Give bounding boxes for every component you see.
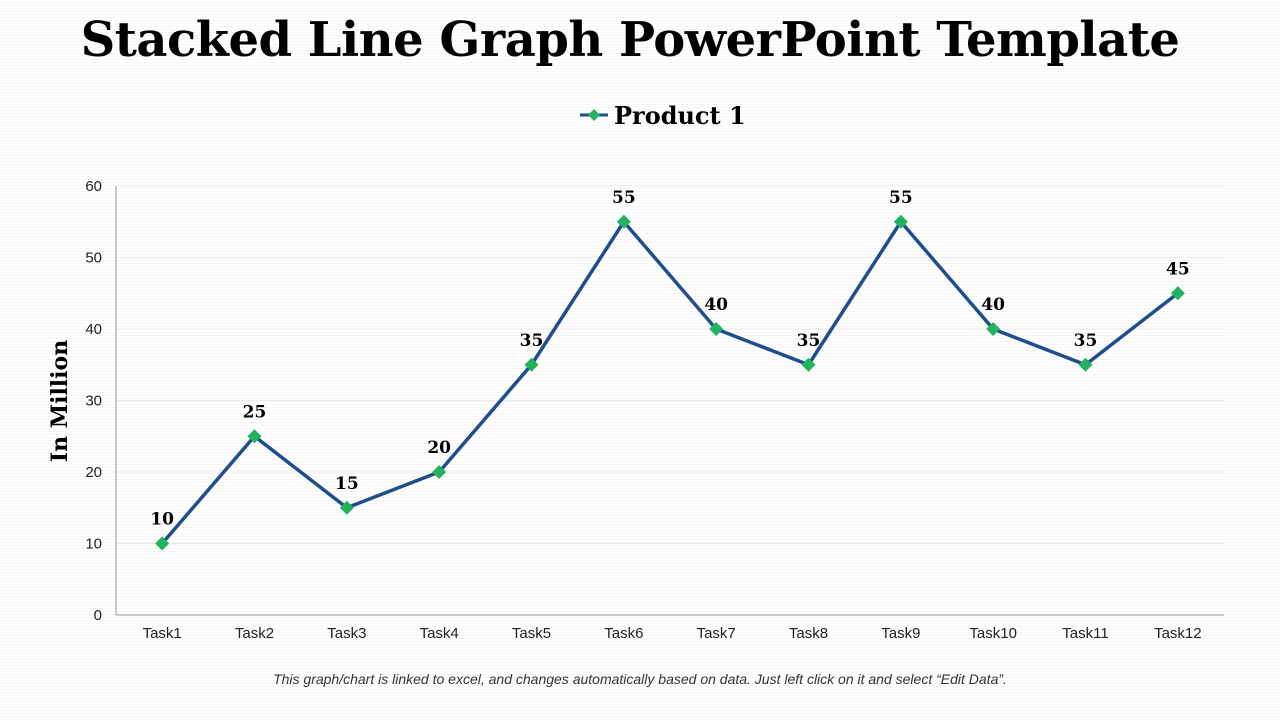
- x-tick-label: Task2: [235, 625, 274, 642]
- y-tick-label: 40: [85, 321, 102, 338]
- data-point-marker[interactable]: [986, 322, 1001, 336]
- y-tick-label: 30: [85, 393, 102, 410]
- x-tick-label: Task8: [789, 625, 828, 642]
- data-point-marker[interactable]: [1170, 286, 1185, 301]
- x-tick-label: Task1: [143, 625, 182, 642]
- data-point-marker[interactable]: [524, 357, 539, 372]
- footnote: This graph/chart is linked to excel, and…: [273, 671, 1007, 687]
- x-tick-label: Task4: [420, 625, 459, 642]
- data-point-marker[interactable]: [893, 214, 908, 229]
- data-point-marker[interactable]: [709, 322, 724, 336]
- data-point-marker[interactable]: [616, 214, 631, 229]
- y-tick-label: 60: [85, 178, 102, 195]
- x-tick-label: Task6: [604, 625, 643, 642]
- x-tick-label: Task7: [697, 625, 736, 642]
- data-label: 35: [520, 331, 544, 351]
- data-point-marker[interactable]: [432, 465, 447, 479]
- data-label: 35: [1074, 331, 1098, 351]
- data-label: 40: [981, 295, 1005, 315]
- y-tick-label: 50: [85, 250, 102, 267]
- data-label: 20: [427, 438, 451, 458]
- data-point-marker[interactable]: [1078, 357, 1093, 372]
- data-point-marker[interactable]: [155, 536, 170, 551]
- data-label: 15: [335, 474, 359, 494]
- chart-title: Stacked Line Graph PowerPoint Template: [80, 12, 1180, 68]
- x-tick-label: Task3: [327, 625, 366, 642]
- y-tick-label: 20: [85, 464, 102, 481]
- data-point-marker[interactable]: [801, 357, 816, 372]
- y-tick-label: 0: [94, 607, 102, 624]
- x-tick-label: Task11: [1062, 625, 1108, 642]
- data-label: 55: [612, 188, 636, 208]
- data-label: 25: [243, 402, 267, 422]
- data-label: 40: [704, 295, 728, 315]
- data-label: 35: [797, 331, 821, 351]
- series-line-1: [160, 220, 1180, 546]
- data-label: 45: [1166, 259, 1190, 279]
- x-tick-label: Task5: [512, 625, 551, 642]
- x-tick-label: Task9: [881, 625, 920, 642]
- y-tick-label: 10: [85, 536, 102, 553]
- data-point-marker[interactable]: [247, 429, 262, 444]
- legend-label-product-1: Product 1: [614, 100, 746, 130]
- data-point-marker[interactable]: [339, 500, 354, 515]
- legend[interactable]: Product 1: [578, 99, 746, 131]
- legend-line-marker-icon: [580, 109, 608, 121]
- x-tick-label: Task10: [969, 625, 1017, 642]
- x-tick-label: Task12: [1154, 625, 1202, 642]
- data-label: 55: [889, 188, 913, 208]
- data-label: 10: [150, 510, 174, 530]
